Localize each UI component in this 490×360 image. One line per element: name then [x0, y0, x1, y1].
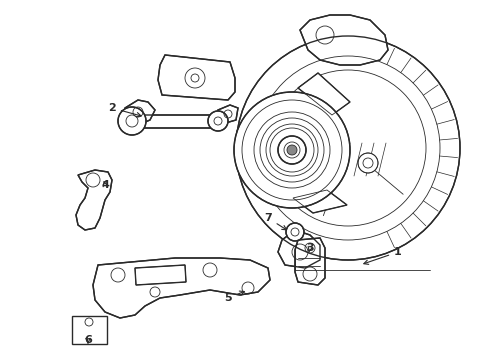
- Circle shape: [234, 92, 350, 208]
- Text: 5: 5: [224, 291, 245, 303]
- Text: 3: 3: [306, 243, 314, 253]
- Polygon shape: [158, 55, 235, 100]
- Circle shape: [236, 36, 460, 260]
- Polygon shape: [125, 100, 155, 125]
- Polygon shape: [278, 230, 320, 268]
- Polygon shape: [218, 105, 238, 124]
- Circle shape: [287, 145, 297, 155]
- Text: 7: 7: [264, 213, 287, 230]
- Polygon shape: [135, 265, 186, 285]
- Circle shape: [358, 153, 378, 173]
- Polygon shape: [300, 15, 388, 65]
- Text: 2: 2: [108, 103, 141, 117]
- Polygon shape: [295, 238, 325, 285]
- Polygon shape: [298, 73, 350, 115]
- Text: 4: 4: [101, 180, 109, 190]
- Bar: [72, 316, 107, 344]
- Polygon shape: [293, 190, 347, 213]
- Circle shape: [278, 136, 306, 164]
- Circle shape: [286, 223, 304, 241]
- Text: 6: 6: [84, 335, 92, 345]
- Text: 1: 1: [364, 247, 402, 264]
- Polygon shape: [128, 115, 222, 128]
- Polygon shape: [76, 170, 112, 230]
- Polygon shape: [93, 258, 270, 318]
- Circle shape: [208, 111, 228, 131]
- Circle shape: [118, 107, 146, 135]
